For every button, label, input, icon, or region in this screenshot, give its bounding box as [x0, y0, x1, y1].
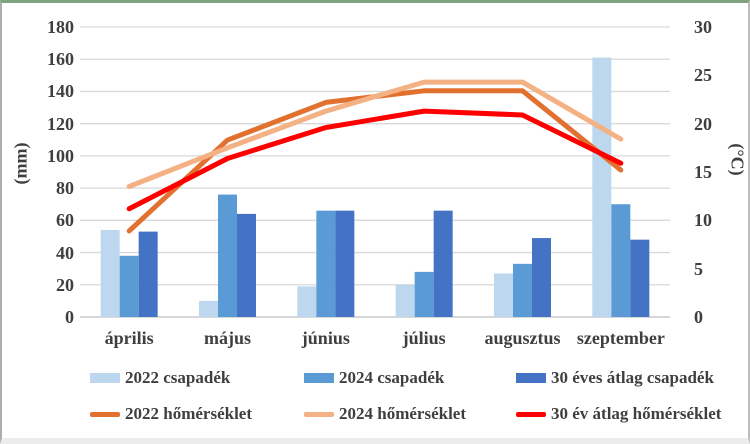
right-axis-tick-20: 20	[694, 113, 712, 134]
left-axis-tick-160: 160	[47, 49, 74, 70]
left-axis-tick-20: 20	[56, 274, 74, 295]
left-axis-tick-120: 120	[47, 113, 74, 134]
bar-0-5	[592, 57, 612, 317]
category-label-3: július	[402, 328, 446, 348]
line-0	[126, 88, 624, 234]
bar-1-0	[119, 255, 139, 317]
line-2	[126, 108, 624, 212]
bar-1-2	[316, 210, 336, 317]
bar-0-0	[100, 230, 120, 317]
legend-swatch-0	[90, 373, 120, 383]
left-axis-tick-60: 60	[56, 210, 74, 231]
legend-item-line-0: 2022 hőmérséklet	[90, 404, 252, 424]
legend-line-swatch-0	[90, 411, 120, 417]
right-axis-tick-0: 0	[694, 307, 703, 327]
legend-item-bar-1: 2024 csapadék	[304, 368, 444, 388]
left-axis-tick-100: 100	[47, 145, 74, 166]
bar-2-3	[433, 210, 453, 317]
category-label-4: augusztus	[484, 328, 561, 348]
legend-label: 30 éves átlag csapadék	[551, 368, 714, 387]
legend-item-bar-2: 30 éves átlag csapadék	[516, 368, 714, 388]
combo-chart-plot-area	[80, 26, 670, 318]
left-axis-tick-180: 180	[47, 17, 74, 37]
legend-item-line-2: 30 év átlag hőmérséklet	[516, 404, 721, 424]
bar-1-1	[218, 194, 237, 317]
right-axis-tick-15: 15	[694, 162, 712, 182]
bar-0-2	[297, 286, 317, 317]
right-axis-tick-30: 30	[694, 17, 712, 37]
left-axis-tick-80: 80	[56, 178, 74, 199]
legend-label: 2022 hőmérséklet	[125, 404, 253, 423]
category-label-1: május	[203, 328, 251, 348]
left-axis-title: (mm)	[10, 142, 31, 185]
bar-0-4	[494, 273, 513, 317]
legend-label: 30 év átlag hőmérséklet	[551, 404, 722, 423]
bar-0-3	[395, 284, 415, 317]
left-axis-tick-0: 0	[65, 307, 74, 327]
bar-1-5	[611, 204, 631, 317]
bar-2-2	[335, 210, 355, 317]
bar-2-1	[237, 213, 256, 317]
line-1	[126, 79, 624, 189]
left-axis-tick-40: 40	[56, 242, 74, 263]
bar-1-3	[414, 271, 434, 317]
legend-item-bar-0: 2022 csapadék	[90, 368, 230, 388]
left-axis-tick-140: 140	[47, 81, 74, 102]
right-axis-tick-10: 10	[694, 210, 712, 231]
legend-label: 2024 csapadék	[339, 368, 445, 387]
category-label-0: április	[104, 328, 154, 348]
legend-label: 2024 hőmérséklet	[339, 404, 467, 423]
legend-swatch-2	[516, 373, 546, 383]
bar-2-5	[630, 239, 650, 317]
category-label-2: június	[301, 328, 350, 348]
legend-label: 2022 csapadék	[125, 368, 231, 387]
category-label-5: szeptember	[576, 328, 665, 348]
bar-0-1	[199, 300, 218, 317]
bar-1-4	[513, 263, 532, 317]
legend-swatch-1	[304, 373, 334, 383]
right-axis-tick-25: 25	[694, 65, 712, 86]
bar-2-4	[532, 238, 551, 317]
right-axis-tick-5: 5	[694, 258, 703, 279]
legend-line-swatch-1	[304, 411, 334, 417]
bar-2-0	[138, 231, 158, 317]
legend-item-line-1: 2024 hőmérséklet	[304, 404, 466, 424]
legend-line-swatch-2	[516, 411, 546, 417]
